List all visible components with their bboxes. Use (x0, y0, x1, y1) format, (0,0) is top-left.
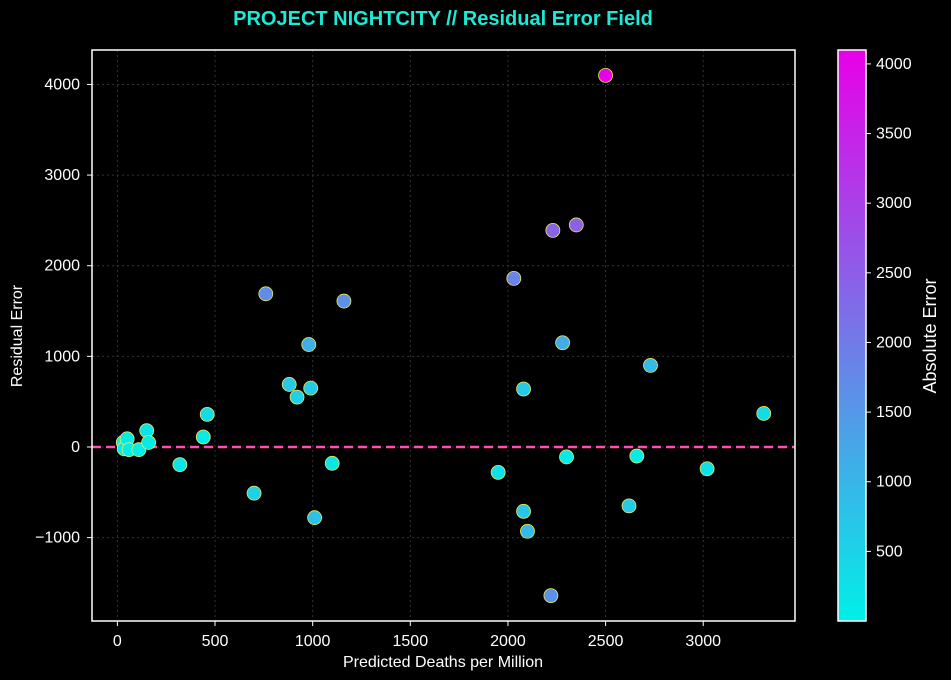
data-point (621, 498, 637, 514)
x-tick-label: 2000 (490, 633, 526, 650)
data-point (490, 464, 506, 480)
x-tick-label: 2500 (588, 633, 624, 650)
x-tick-label: 1500 (393, 633, 429, 650)
data-point (172, 457, 188, 473)
y-axis-label: Residual Error (9, 284, 26, 387)
data-point (303, 380, 319, 396)
data-point (699, 461, 715, 477)
data-point (559, 449, 574, 465)
data-point (141, 435, 157, 450)
x-tick-label: 1000 (295, 633, 331, 650)
data-point (756, 406, 772, 421)
data-point (195, 429, 211, 445)
data-point (598, 67, 613, 83)
data-point (555, 335, 571, 351)
data-point (520, 523, 535, 539)
y-tick-label: 3000 (44, 167, 80, 184)
data-point (506, 270, 522, 286)
colorbar-tick-label: 1500 (876, 404, 912, 421)
colorbar-ticks: 500 1000 1500 2000 2500 3000 3500 4000 (866, 56, 912, 560)
y-tick-label: 0 (71, 439, 80, 456)
data-point (516, 381, 531, 397)
y-tick-label: 2000 (44, 258, 80, 275)
y-tick-label: 1000 (44, 348, 80, 365)
colorbar-tick-label: 3500 (876, 126, 912, 143)
plot-frame (91, 49, 796, 622)
chart-title: PROJECT NIGHTCITY // Residual Error Fiel… (233, 8, 653, 30)
data-point (568, 217, 584, 233)
data-point (258, 286, 274, 302)
colorbar-tick-label: 4000 (876, 56, 912, 73)
colorbar-tick-label: 500 (876, 543, 903, 560)
data-point (324, 455, 340, 471)
data-point (281, 377, 297, 392)
colorbar-tick-label: 2500 (876, 265, 912, 282)
data-point (336, 293, 352, 309)
colorbar-tick-label: 2000 (876, 334, 912, 351)
colorbar (837, 49, 867, 622)
y-tick-label: 4000 (44, 76, 80, 93)
x-tick-label: 500 (202, 633, 229, 650)
data-point (199, 406, 215, 422)
colorbar-tick-label: 3000 (876, 195, 912, 212)
y-tick-label: −1000 (35, 530, 80, 547)
y-axis-ticks: −1000 0 1000 2000 3000 4000 (35, 76, 92, 547)
data-point (301, 337, 317, 352)
data-point (643, 358, 658, 373)
data-point (289, 389, 305, 405)
x-axis-label: Predicted Deaths per Million (343, 654, 543, 671)
x-tick-label: 0 (113, 633, 122, 650)
colorbar-label: Absolute Error (920, 278, 940, 393)
data-point (516, 503, 531, 519)
x-tick-label: 3000 (685, 633, 721, 650)
data-point (629, 448, 645, 464)
data-point (545, 222, 561, 238)
data-point (307, 510, 323, 526)
colorbar-tick-label: 1000 (876, 474, 912, 491)
data-point (246, 485, 262, 501)
data-points (115, 67, 772, 604)
data-point (543, 588, 559, 604)
x-axis-ticks: 0 500 1000 1500 2000 2500 3000 (113, 621, 721, 650)
grid-lines (92, 50, 795, 621)
